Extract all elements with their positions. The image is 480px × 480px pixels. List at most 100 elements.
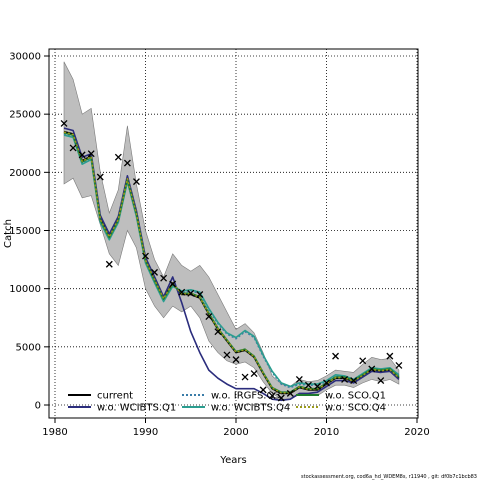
observed-point-stroke (187, 289, 195, 297)
observed-point (60, 120, 68, 127)
observed-point-stroke (377, 377, 385, 385)
legend-label: w.o. SCO.Q1 (325, 391, 386, 402)
y-tick-label: 25000 (9, 110, 41, 121)
confidence-band-area (63, 61, 400, 400)
observed-point (286, 389, 294, 397)
observed-point (386, 352, 394, 360)
observed-point-stroke (268, 392, 276, 400)
observed-point-stroke (286, 389, 294, 397)
observed-point (196, 291, 204, 298)
x-tick-label: 2010 (314, 427, 339, 438)
observed-point (304, 381, 312, 389)
observed-point (214, 328, 222, 336)
legend-item: w.o. SCO.Q1 (296, 391, 386, 402)
legend-label: w.o. IRGFS.Q3 (211, 391, 281, 402)
observed-point-stroke (295, 375, 303, 383)
observed-point (241, 373, 249, 381)
observed-point-stroke (105, 260, 113, 268)
observed-point (78, 151, 86, 159)
x-tick-label: 1980 (42, 427, 67, 438)
observed-point (323, 379, 330, 387)
observed-point-stroke (277, 394, 285, 402)
observed-point-stroke (241, 373, 249, 381)
observed-point-stroke (332, 352, 340, 360)
observed-point-stroke (368, 365, 376, 373)
observed-point-stroke (123, 159, 131, 167)
y-tick-label: 30000 (9, 52, 41, 63)
observed-point (205, 313, 213, 321)
observed-point-stroke (395, 361, 403, 369)
observed-point-stroke (250, 370, 258, 378)
observed-point (96, 173, 104, 181)
observed-point (178, 288, 186, 296)
observed-point (313, 382, 321, 390)
x-axis-title: Years (219, 455, 246, 466)
observed-point (169, 280, 177, 288)
observed-point (105, 260, 113, 268)
observed-point-stroke (69, 144, 77, 152)
observed-point-stroke (178, 288, 186, 296)
observed-point-stroke (214, 328, 222, 336)
legend-label: w.o. SCO.Q4 (325, 403, 386, 414)
observed-point (395, 361, 403, 369)
observed-point (187, 289, 195, 297)
observed-point-stroke (87, 150, 95, 158)
legend-label: current (97, 391, 133, 402)
observed-point (359, 357, 367, 365)
observed-point (160, 274, 168, 282)
observed-point-stroke (151, 268, 159, 276)
observed-point (250, 370, 258, 378)
observed-point-stroke (386, 352, 394, 360)
observed-point-stroke (232, 356, 240, 364)
observed-point (259, 386, 267, 394)
observed-point-stroke (223, 351, 231, 359)
legend-item: w.o. WCIBTS.Q1 (68, 403, 176, 414)
legend-label: w.o. WCIBTS.Q1 (97, 403, 176, 414)
observed-point (142, 252, 149, 260)
plot-frame (48, 48, 419, 419)
observed-point-stroke (78, 151, 86, 159)
y-tick-label: 0 (35, 401, 41, 412)
observed-point-stroke (196, 291, 204, 298)
observed-point-stroke (205, 313, 213, 321)
y-tick-label: 5000 (16, 342, 41, 353)
observed-point-stroke (323, 379, 330, 387)
observed-point-stroke (350, 377, 358, 385)
axes: 1980 1990 2000 2010 2020 0 5000 10000 15000 20000… (9, 52, 430, 439)
observed-point (87, 150, 95, 158)
y-axis-title: Catch (3, 219, 14, 248)
legend-item: w.o. WCIBTS.Q4 (182, 403, 290, 414)
observed-point-stroke (142, 252, 149, 260)
observed-point (151, 268, 159, 276)
observed-point (295, 375, 303, 383)
confidence-band (63, 61, 400, 400)
observed-point (123, 159, 131, 167)
observed-point (332, 352, 340, 360)
observed-point (69, 144, 77, 152)
x-tick-label: 1990 (133, 427, 158, 438)
y-tick-label: 10000 (9, 284, 41, 295)
observed-point-stroke (160, 274, 168, 282)
observed-points (60, 120, 403, 402)
observed-point (377, 377, 385, 385)
observed-point-stroke (359, 357, 367, 365)
observed-point (268, 392, 276, 400)
observed-point (350, 377, 358, 385)
observed-point-stroke (169, 280, 177, 288)
x-tick-label: 2000 (223, 427, 248, 438)
observed-point-stroke (341, 375, 349, 383)
x-tick-label: 2020 (404, 427, 429, 438)
observed-point-stroke (313, 382, 321, 390)
observed-point-stroke (259, 386, 267, 394)
legend-item: w.o. SCO.Q4 (296, 403, 386, 414)
observed-point-stroke (304, 381, 312, 389)
observed-point (277, 394, 285, 402)
observed-point-stroke (60, 120, 68, 127)
observed-point (341, 375, 349, 383)
y-tick-label: 20000 (9, 168, 41, 179)
y-tick-label: 15000 (9, 226, 41, 237)
observed-point (132, 178, 140, 186)
observed-point (368, 365, 376, 373)
observed-point (114, 153, 122, 161)
